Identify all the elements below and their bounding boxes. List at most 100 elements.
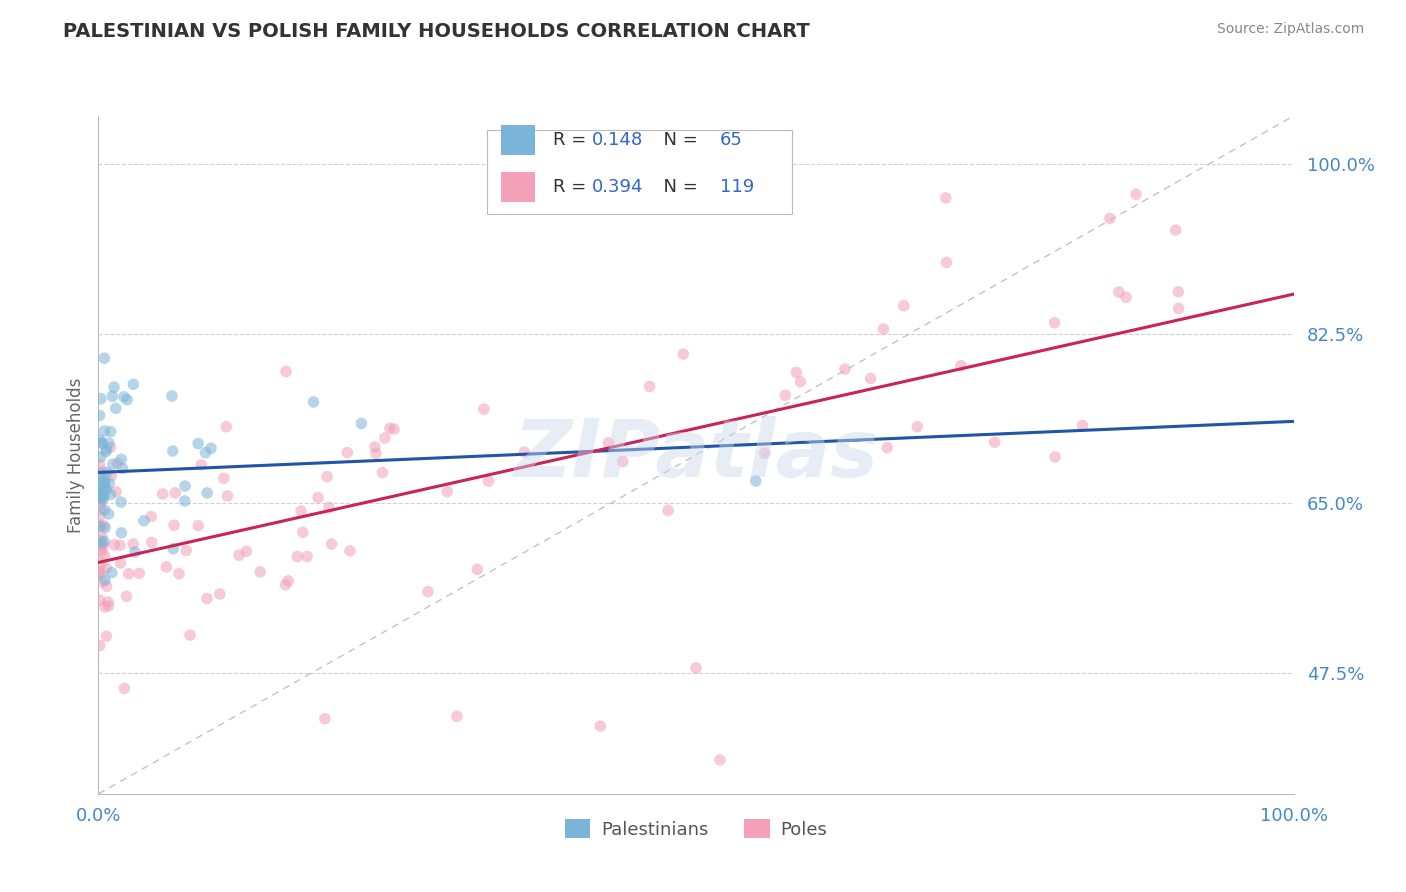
- Point: [208, 587, 231, 601]
- Legend: Palestinians, Poles: Palestinians, Poles: [557, 812, 835, 846]
- Point: [90, 392, 112, 406]
- Point: [905, 419, 928, 434]
- Point: [89, 467, 111, 481]
- Point: [382, 422, 405, 436]
- Point: [872, 322, 894, 336]
- Point: [378, 421, 401, 435]
- Point: [108, 538, 131, 552]
- Point: [91, 475, 114, 490]
- Point: [101, 457, 124, 471]
- Point: [467, 562, 489, 576]
- Point: [110, 556, 132, 570]
- Point: [91, 488, 114, 502]
- Point: [174, 543, 197, 558]
- Point: [235, 544, 257, 558]
- Point: [295, 549, 318, 564]
- Point: [112, 390, 135, 404]
- Point: [834, 362, 856, 376]
- Point: [93, 478, 115, 492]
- Point: [94, 599, 117, 614]
- Point: [513, 445, 536, 459]
- Point: [93, 518, 115, 533]
- Point: [94, 444, 117, 458]
- Point: [128, 566, 150, 581]
- Point: [173, 494, 195, 508]
- Point: [111, 461, 134, 475]
- Point: [321, 537, 343, 551]
- Point: [89, 487, 111, 501]
- Text: ZIPatlas: ZIPatlas: [513, 416, 879, 494]
- Point: [115, 392, 138, 407]
- Point: [1164, 223, 1187, 237]
- Point: [94, 573, 117, 587]
- Text: Source: ZipAtlas.com: Source: ZipAtlas.com: [1216, 22, 1364, 37]
- Point: [89, 565, 111, 579]
- Point: [141, 535, 163, 549]
- Point: [139, 509, 162, 524]
- Point: [124, 545, 146, 559]
- Point: [90, 556, 112, 570]
- Point: [215, 419, 238, 434]
- Point: [103, 538, 125, 552]
- Point: [96, 629, 118, 643]
- Point: [93, 472, 115, 486]
- Point: [89, 498, 111, 512]
- Point: [100, 487, 122, 501]
- Point: [195, 591, 218, 606]
- Point: [96, 442, 118, 456]
- Point: [90, 450, 112, 464]
- Point: [364, 440, 387, 454]
- Point: [789, 375, 811, 389]
- Point: [672, 347, 695, 361]
- Point: [785, 365, 807, 379]
- Point: [274, 578, 297, 592]
- Point: [1071, 418, 1094, 433]
- Point: [91, 538, 114, 552]
- Point: [935, 255, 957, 269]
- Point: [657, 503, 679, 517]
- Text: N =: N =: [652, 131, 703, 149]
- Point: [101, 389, 124, 403]
- Point: [89, 519, 111, 533]
- Point: [91, 488, 114, 502]
- Point: [98, 476, 121, 491]
- Point: [638, 379, 661, 393]
- Point: [110, 452, 132, 467]
- Point: [97, 507, 120, 521]
- Point: [336, 445, 359, 459]
- Point: [190, 458, 212, 472]
- Point: [187, 518, 209, 533]
- Point: [165, 486, 187, 500]
- Text: 0.148: 0.148: [592, 131, 644, 149]
- Point: [122, 377, 145, 392]
- Point: [228, 548, 250, 562]
- Point: [1115, 290, 1137, 304]
- Point: [163, 518, 186, 533]
- Point: [90, 544, 112, 558]
- Bar: [501, 126, 534, 155]
- Point: [90, 541, 112, 556]
- Point: [93, 490, 115, 504]
- Point: [314, 712, 336, 726]
- Point: [89, 494, 111, 508]
- Point: [91, 482, 114, 496]
- Point: [91, 475, 114, 489]
- Point: [110, 495, 132, 509]
- Point: [110, 525, 132, 540]
- Point: [89, 593, 111, 607]
- Point: [416, 584, 439, 599]
- Point: [94, 482, 117, 496]
- Text: R =: R =: [553, 178, 592, 196]
- Point: [685, 661, 707, 675]
- Text: N =: N =: [652, 178, 703, 196]
- Point: [167, 566, 190, 581]
- Point: [96, 561, 118, 575]
- Point: [754, 446, 776, 460]
- Point: [93, 351, 115, 366]
- Point: [104, 401, 127, 416]
- Point: [339, 544, 361, 558]
- Point: [893, 299, 915, 313]
- Point: [152, 487, 174, 501]
- Point: [371, 466, 394, 480]
- Point: [274, 365, 297, 379]
